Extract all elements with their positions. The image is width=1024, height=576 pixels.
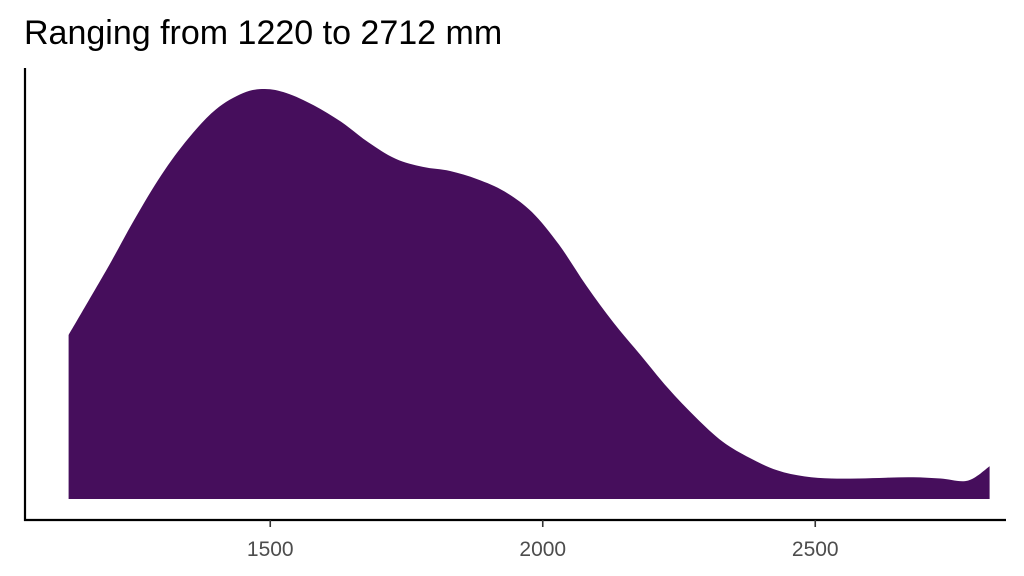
x-axis-ticks: 1500 2000 2500	[247, 520, 839, 561]
x-tick-label: 2000	[519, 538, 566, 561]
chart-title: Ranging from 1220 to 2712 mm	[24, 14, 502, 52]
x-tick-label: 1500	[247, 538, 294, 561]
density-area	[68, 89, 990, 499]
x-tick-label: 2500	[792, 538, 839, 561]
